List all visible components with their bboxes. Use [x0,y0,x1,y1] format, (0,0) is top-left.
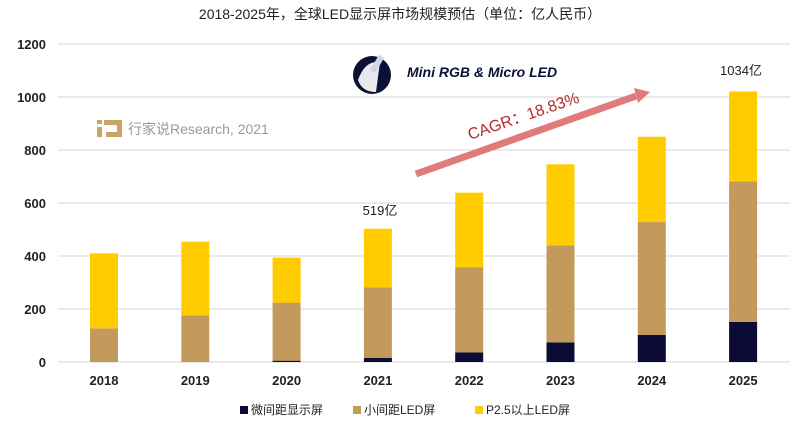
bar-segment [363,228,392,288]
svg-text:行家说Research, 2021: 行家说Research, 2021 [128,121,269,137]
bar-segment [90,253,118,329]
legend-label: 微间距显示屏 [251,403,323,417]
y-tick-label: 800 [24,143,46,158]
legend-label: P2.5以上LED屏 [486,403,570,417]
y-tick-label: 200 [24,302,46,317]
x-tick-label: 2019 [181,373,210,388]
x-tick-label: 2018 [90,373,119,388]
brand-logo: Mini RGB & Micro LED [353,54,557,94]
x-tick-label: 2023 [546,373,575,388]
bar-segment [546,342,575,362]
bar-segment [729,321,758,362]
bars [90,91,758,362]
watermark: 行家说Research, 2021 [97,120,269,137]
x-tick-label: 2020 [272,373,301,388]
y-tick-label: 0 [39,355,46,370]
data-label-2025: 1034亿 [720,63,762,78]
bar-segment [637,222,666,335]
x-tick-label: 2021 [363,373,392,388]
bar-segment [455,267,484,353]
legend-swatch [475,406,483,414]
y-tick-label: 1200 [17,37,46,52]
bar-segment [181,315,210,362]
bar-segment [455,352,484,362]
cagr-arrow: CAGR：18.83% [414,88,650,178]
bar-segment [181,241,210,316]
x-tick-label: 2024 [637,373,667,388]
bar-segment [729,181,758,322]
legend: 微间距显示屏 小间距LED屏 P2.5以上LED屏 [240,403,570,417]
data-label-2021: 519亿 [363,203,398,218]
bar-segment [455,192,484,268]
bar-segment [637,136,666,223]
bar-segment [272,257,301,303]
y-axis: 0 200 400 600 800 1000 1200 [17,37,46,370]
bar-segment [546,245,575,343]
y-tick-label: 1000 [17,90,46,105]
bar-segment [637,334,666,362]
bar-segment [272,360,301,362]
y-tick-label: 600 [24,196,46,211]
legend-label: 小间距LED屏 [364,403,435,417]
bar-segment [546,164,575,246]
bar-segment [363,287,392,359]
bar-segment [272,302,301,361]
x-tick-label: 2022 [455,373,484,388]
bar-segment [729,91,758,182]
x-tick-label: 2025 [729,373,758,388]
watermark-logo-icon [97,120,122,137]
y-tick-label: 400 [24,249,46,264]
x-axis: 2018 2019 2020 2021 2022 2023 2024 2025 [90,373,758,388]
gridlines [58,43,790,363]
bar-segment [363,358,392,362]
bar-segment [90,328,118,362]
chart-title: 2018-2025年，全球LED显示屏市场规模预估（单位：亿人民币） [199,6,601,22]
svg-text:Mini RGB & Micro LED: Mini RGB & Micro LED [407,64,557,80]
legend-swatch [353,406,361,414]
legend-swatch [240,406,248,414]
